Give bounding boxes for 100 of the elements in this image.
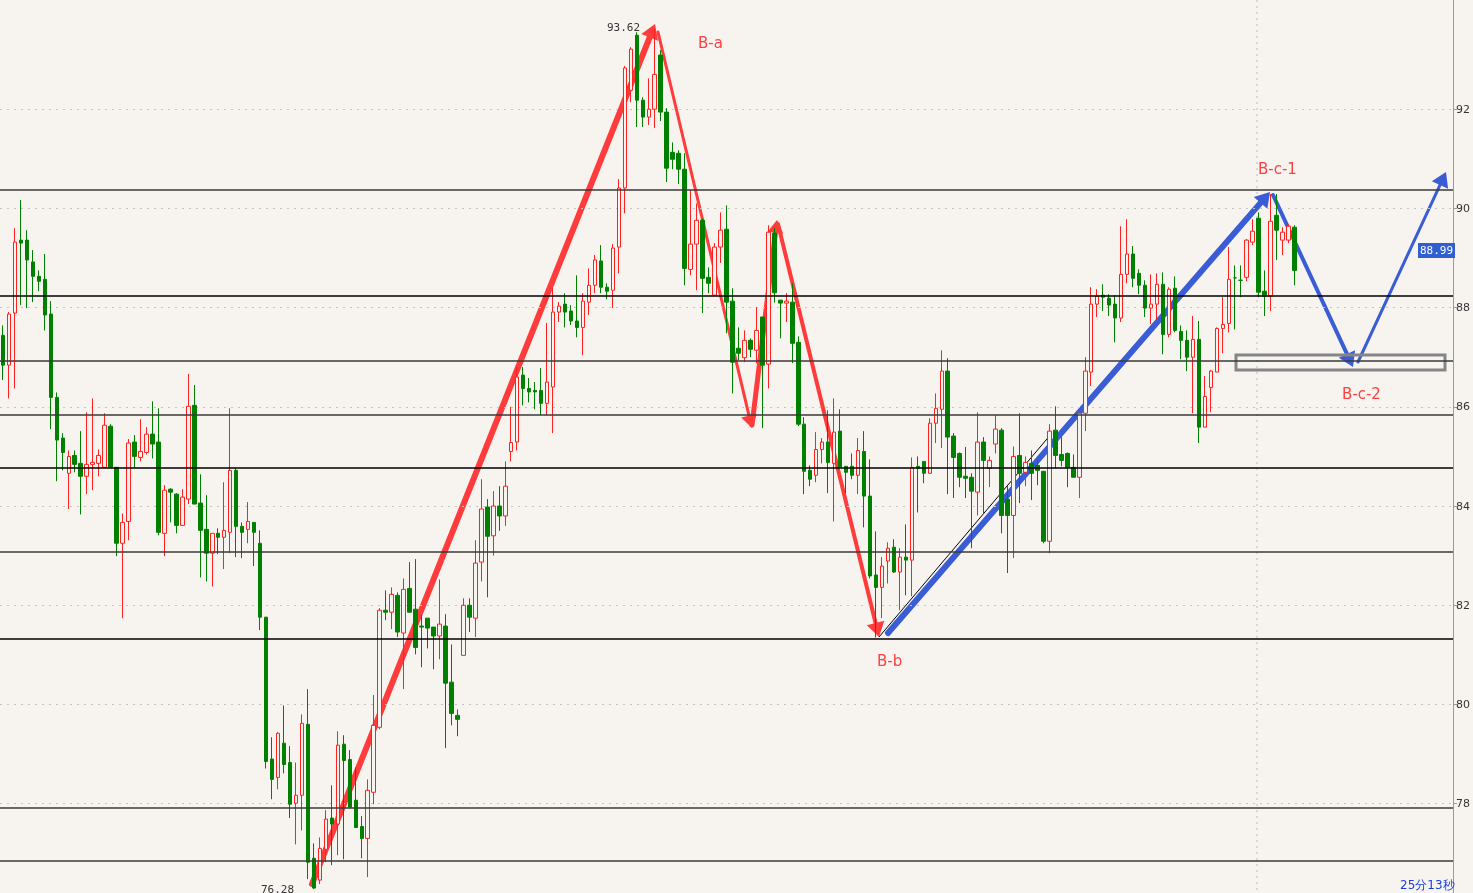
candlestick bbox=[234, 467, 238, 558]
candlestick bbox=[324, 809, 328, 863]
annotation: B-a bbox=[698, 34, 723, 52]
candlestick bbox=[67, 449, 71, 510]
candlestick bbox=[527, 377, 531, 403]
candlestick bbox=[240, 521, 244, 559]
candlestick bbox=[49, 300, 53, 430]
annotation: 88.99 bbox=[1418, 243, 1456, 258]
candlestick bbox=[318, 836, 322, 885]
candlestick bbox=[1137, 268, 1141, 295]
candlestick bbox=[354, 766, 358, 829]
candlestick bbox=[1274, 193, 1279, 261]
candlestick bbox=[1095, 288, 1099, 318]
annotation: 93.62 bbox=[607, 21, 641, 34]
candlestick bbox=[258, 529, 262, 631]
candlestick bbox=[629, 46, 633, 103]
candlestick bbox=[1221, 296, 1225, 354]
candlestick bbox=[521, 366, 525, 406]
candlestick bbox=[1209, 369, 1213, 413]
candlestick bbox=[383, 589, 388, 621]
candlestick bbox=[168, 487, 173, 523]
candlestick bbox=[1238, 264, 1243, 298]
candlestick bbox=[1155, 272, 1159, 320]
y-tick-label: 82 bbox=[1456, 598, 1470, 612]
candlestick bbox=[300, 713, 304, 831]
candlestick bbox=[993, 414, 998, 454]
candlestick bbox=[1113, 294, 1117, 343]
candlestick bbox=[826, 409, 830, 494]
candlestick bbox=[563, 292, 567, 328]
candlestick bbox=[868, 458, 872, 579]
candlestick bbox=[1041, 470, 1046, 544]
candlestick bbox=[509, 406, 513, 462]
candlestick bbox=[336, 730, 340, 856]
annotation: B-c-2 bbox=[1342, 385, 1381, 403]
candlestick bbox=[216, 527, 220, 555]
candlestick bbox=[1292, 224, 1297, 286]
candlestick bbox=[820, 437, 824, 464]
candlestick bbox=[569, 304, 573, 326]
candlestick bbox=[784, 292, 789, 323]
candlestick bbox=[551, 286, 555, 434]
candlestick bbox=[1161, 271, 1165, 355]
candlestick bbox=[25, 229, 29, 309]
candlestick bbox=[55, 391, 59, 482]
candlestick bbox=[1011, 446, 1016, 559]
candlestick bbox=[838, 408, 842, 468]
candlestick bbox=[766, 224, 771, 389]
candlestick bbox=[814, 431, 818, 483]
candlestick bbox=[623, 65, 627, 214]
candlestick bbox=[981, 436, 986, 514]
candlestick bbox=[330, 784, 334, 866]
candlestick bbox=[593, 254, 597, 294]
candlestick bbox=[748, 337, 753, 358]
candlestick bbox=[497, 485, 502, 532]
candlestick bbox=[910, 456, 914, 597]
candlestick bbox=[360, 815, 364, 859]
y-tick-label: 90 bbox=[1456, 201, 1470, 215]
candlestick bbox=[545, 322, 549, 416]
candlestick bbox=[886, 541, 890, 584]
y-tick-label: 84 bbox=[1456, 499, 1470, 513]
candlestick bbox=[539, 367, 543, 416]
candlestick bbox=[246, 501, 250, 544]
candlestick bbox=[605, 282, 609, 300]
candlestick bbox=[1017, 412, 1022, 504]
candlestick bbox=[641, 96, 645, 128]
candlestick bbox=[120, 512, 125, 619]
candlestick bbox=[126, 438, 131, 541]
candlestick bbox=[1131, 245, 1135, 288]
candlestick bbox=[880, 556, 884, 619]
candlestick bbox=[832, 397, 836, 522]
candlestick bbox=[348, 749, 352, 808]
candlestick bbox=[389, 586, 394, 630]
candlestick bbox=[1197, 320, 1201, 444]
annotation: B-b bbox=[877, 652, 903, 670]
candlestick bbox=[342, 734, 346, 860]
annotation: 76.28 bbox=[261, 883, 295, 893]
candlestick bbox=[599, 244, 603, 294]
candlestick bbox=[282, 704, 286, 774]
candlestick bbox=[401, 577, 406, 690]
candlestick bbox=[210, 532, 215, 587]
y-tick-label: 78 bbox=[1456, 797, 1470, 811]
candlestick bbox=[1233, 264, 1237, 330]
candlestick bbox=[485, 498, 490, 598]
candlestick bbox=[587, 267, 591, 316]
candlestick bbox=[264, 616, 268, 769]
candlestick bbox=[455, 708, 460, 737]
candlestick bbox=[928, 417, 932, 474]
candlestick bbox=[108, 423, 113, 468]
candlestick bbox=[617, 178, 621, 274]
candlestick bbox=[533, 381, 537, 410]
candlestick bbox=[557, 301, 561, 323]
candlestick bbox=[808, 464, 812, 487]
annotation: B-c-1 bbox=[1258, 160, 1297, 178]
candlestick bbox=[1167, 286, 1171, 338]
candlestick bbox=[1107, 293, 1111, 317]
candlestick bbox=[503, 460, 508, 527]
candlestick bbox=[7, 311, 11, 399]
candlestick bbox=[904, 523, 908, 596]
candlestick bbox=[1203, 375, 1207, 428]
candlestick bbox=[1268, 193, 1273, 312]
candlestick bbox=[581, 292, 585, 356]
